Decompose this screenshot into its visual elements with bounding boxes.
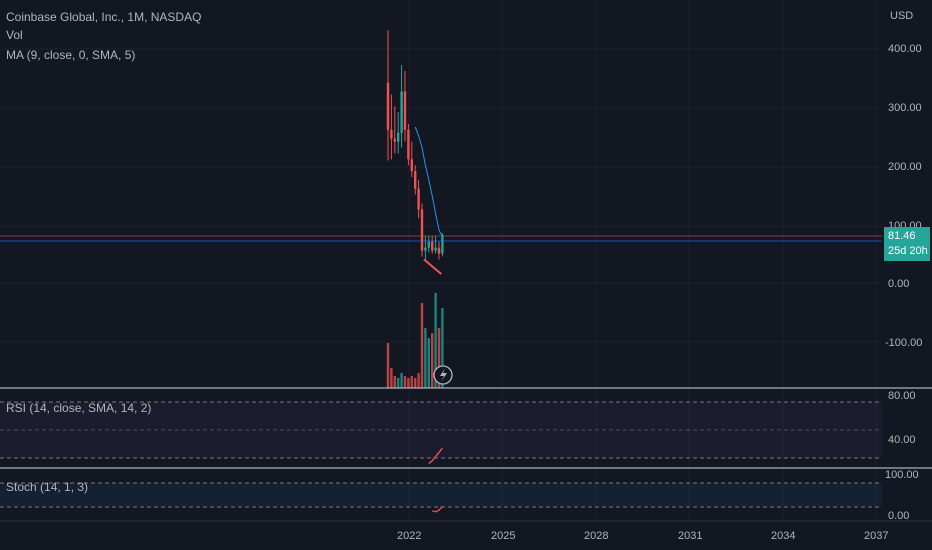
candle-body	[397, 132, 400, 142]
chart-title: Coinbase Global, Inc., 1M, NASDAQ	[6, 10, 202, 24]
rsi-tick: 80.00	[888, 390, 916, 402]
candle-body	[431, 241, 434, 251]
x-tick: 2031	[678, 530, 703, 542]
stoch-tick: 100.00	[885, 469, 919, 481]
price-tick: 300.00	[888, 102, 922, 114]
stoch-tick: 0.00	[888, 510, 910, 522]
candle-body	[434, 247, 437, 251]
x-tick: 2034	[771, 530, 796, 542]
volume-bar	[400, 373, 403, 388]
candle-body	[414, 171, 417, 189]
volume-label: Vol	[6, 28, 23, 42]
volume-bar	[393, 376, 396, 388]
indicator-bands	[0, 401, 882, 508]
volume-bar	[431, 333, 434, 388]
candle-body	[424, 247, 427, 251]
x-tick: 2028	[584, 530, 609, 542]
candle-body	[437, 247, 441, 254]
trend-segment	[423, 258, 443, 275]
stoch-band	[0, 483, 882, 507]
volume-bar	[403, 376, 407, 388]
x-tick: 2022	[397, 530, 422, 542]
candle-body	[407, 129, 410, 160]
rsi-label: RSI (14, close, SMA, 14, 2)	[6, 401, 152, 415]
ma-label: MA (9, close, 0, SMA, 5)	[6, 48, 136, 62]
bar-countdown: 25d 20h	[888, 245, 928, 257]
volume-bar	[420, 303, 424, 388]
candle-body	[420, 209, 424, 251]
x-tick: 2037	[864, 530, 889, 542]
flash-icon[interactable]	[433, 365, 453, 385]
volume-bar	[441, 308, 444, 388]
current-price: 81.46	[888, 230, 916, 242]
pane-separators	[0, 387, 932, 522]
volume-bar	[424, 328, 427, 388]
volume-bars	[386, 293, 444, 388]
ma-polyline	[414, 126, 443, 238]
candle-body	[417, 188, 420, 210]
candle-body	[400, 91, 403, 133]
candle-body	[410, 159, 413, 172]
volume-bar	[390, 368, 393, 388]
price-tick: 0.00	[888, 278, 910, 290]
candle-body	[441, 235, 444, 254]
price-tick: 400.00	[888, 43, 922, 55]
candle-body	[390, 129, 393, 139]
volume-bar	[434, 293, 437, 388]
volume-bar	[427, 338, 430, 388]
stoch-line	[432, 505, 443, 513]
volume-bar	[397, 378, 400, 388]
current-price-tag: 81.46 25d 20h	[884, 227, 930, 261]
stoch-label: Stoch (14, 1, 3)	[6, 480, 89, 494]
volume-bar	[410, 376, 413, 388]
rsi-tick: 40.00	[888, 434, 916, 446]
x-tick: 2025	[491, 530, 516, 542]
ma-line	[414, 126, 443, 238]
rsi-polyline	[428, 447, 443, 465]
volume-bar	[437, 328, 441, 388]
candle-body	[393, 138, 396, 142]
stoch-polyline	[432, 505, 443, 513]
currency-label: USD	[890, 10, 914, 22]
price-tick: 200.00	[888, 161, 922, 173]
rsi-line	[428, 447, 443, 465]
volume-bar	[414, 378, 417, 388]
volume-bar	[417, 373, 420, 388]
candlesticks	[386, 30, 444, 275]
volume-bar	[386, 343, 390, 388]
grid	[0, 0, 882, 522]
price-tick: -100.00	[885, 337, 923, 349]
candle-body	[403, 91, 407, 130]
candle-body	[427, 241, 430, 248]
volume-bar	[407, 378, 410, 388]
candle-body	[386, 82, 390, 130]
